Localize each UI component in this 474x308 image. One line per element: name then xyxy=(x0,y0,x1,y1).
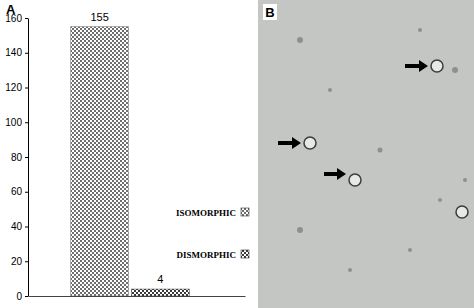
legend-swatch xyxy=(241,250,249,258)
panel-label: B xyxy=(265,5,274,20)
particle xyxy=(418,28,422,32)
particle xyxy=(438,198,442,202)
particle xyxy=(297,227,303,233)
cell xyxy=(304,137,316,149)
y-tick: 80 xyxy=(11,152,28,163)
arrow-head xyxy=(292,137,301,149)
y-tick-label: 160 xyxy=(5,13,22,24)
y-tick: 100 xyxy=(5,117,28,128)
y-tick-label: 0 xyxy=(16,291,22,302)
bar xyxy=(71,27,129,296)
y-tick: 160 xyxy=(5,13,28,24)
legend-swatch xyxy=(241,208,249,216)
micrograph xyxy=(258,0,474,308)
y-tick: 20 xyxy=(11,256,28,267)
cell xyxy=(431,60,443,72)
image-panel: B xyxy=(258,0,474,308)
y-tick-label: 20 xyxy=(11,256,23,267)
y-tick-mark xyxy=(25,88,28,89)
x-axis-line xyxy=(29,296,246,297)
y-tick-label: 120 xyxy=(5,82,22,93)
cell xyxy=(349,174,361,186)
y-tick-mark xyxy=(25,261,28,262)
y-tick-mark xyxy=(25,296,28,297)
particle xyxy=(348,268,352,272)
legend-label: DISMORPHIC xyxy=(176,250,236,260)
y-tick-mark xyxy=(25,157,28,158)
data-label: 4 xyxy=(157,273,163,285)
particle xyxy=(328,88,332,92)
y-tick: 60 xyxy=(11,186,28,197)
legend-label: ISOMORPHIC xyxy=(176,208,236,218)
bars xyxy=(71,27,189,296)
y-tick-mark xyxy=(25,18,28,19)
y-tick-mark xyxy=(25,122,28,123)
particle xyxy=(408,248,412,252)
data-label: 155 xyxy=(90,11,108,23)
y-tick-mark xyxy=(25,53,28,54)
particle xyxy=(463,178,467,182)
y-tick-mark xyxy=(25,227,28,228)
particle xyxy=(297,37,303,43)
figure: A0204060801001201401601554ISOMORPHICDISM… xyxy=(0,0,474,308)
y-axis: 0 20 40 60 80 100 120 140 160 xyxy=(5,13,28,302)
bar xyxy=(132,289,190,296)
y-tick: 120 xyxy=(5,82,28,93)
particle xyxy=(378,148,383,153)
legend: ISOMORPHIC DISMORPHIC xyxy=(176,208,249,260)
y-tick-label: 80 xyxy=(11,152,23,163)
arrow-head xyxy=(337,168,346,180)
arrow-head xyxy=(419,60,428,72)
y-tick-label: 140 xyxy=(5,47,22,58)
y-tick: 40 xyxy=(11,221,28,232)
cell xyxy=(456,206,468,218)
y-tick-label: 40 xyxy=(11,221,23,232)
panel-label-box xyxy=(263,4,277,20)
y-tick-label: 100 xyxy=(5,117,22,128)
y-tick-mark xyxy=(25,192,28,193)
y-tick: 140 xyxy=(5,47,28,58)
x-axis xyxy=(29,296,246,297)
y-tick-label: 60 xyxy=(11,186,23,197)
y-tick: 0 xyxy=(16,291,28,302)
y-axis-line xyxy=(28,19,29,297)
particle xyxy=(452,67,458,73)
